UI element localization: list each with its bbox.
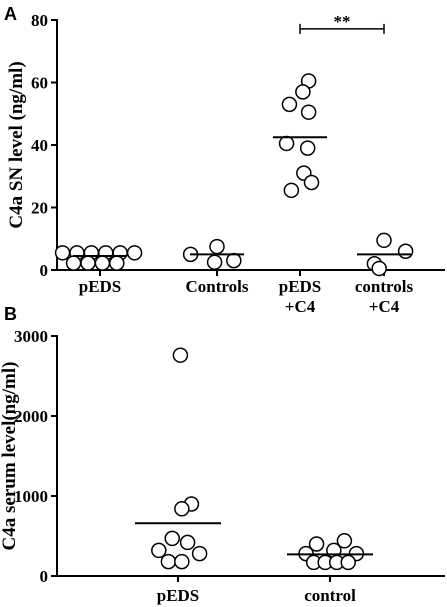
panel-a-data-point bbox=[226, 252, 242, 269]
panel-a-significance-bracket bbox=[299, 23, 385, 34]
panel-a-category-label: pEDS bbox=[79, 277, 122, 296]
panel-a-y-axis-label: C4a SN level (ng/ml) bbox=[6, 61, 27, 228]
panel-a-data-point bbox=[295, 84, 311, 100]
panel-b-chart: 0 1000 2000 3000 C4a serum level(ng/ml) pEDS c… bbox=[0, 327, 445, 605]
panel-a-data-point bbox=[376, 232, 392, 249]
panel-a-category-label: controls bbox=[355, 277, 414, 296]
panel-a-data-point bbox=[126, 245, 143, 261]
panel-b-data-point bbox=[174, 501, 190, 517]
panel-a-data-point bbox=[54, 245, 71, 261]
panel-a-y-tick-label: 40 bbox=[31, 136, 48, 155]
panel-a-data-point bbox=[397, 243, 414, 259]
panel-a-data-point bbox=[371, 260, 387, 277]
panel-a-y-tick-label: 0 bbox=[40, 261, 49, 280]
panel-a-category-label: pEDS bbox=[279, 277, 322, 296]
panel-a-data-point bbox=[299, 140, 316, 156]
panel-b-data-point bbox=[151, 542, 167, 559]
panel-a-y-tick-label: 20 bbox=[31, 199, 48, 218]
panel-b-data-point bbox=[336, 533, 353, 549]
panel-a-data-point bbox=[94, 255, 111, 271]
panel-a-category-label: Controls bbox=[186, 277, 249, 296]
panel-b-data-point bbox=[160, 553, 177, 570]
panel-a-data-point bbox=[300, 104, 317, 120]
panel-b-category-label: control bbox=[304, 586, 356, 605]
panel-b-category-label: pEDS bbox=[157, 586, 200, 605]
panel-a-chart: 0 20 40 60 80 C4a SN level (ng/ml) pEDS Control… bbox=[6, 11, 445, 316]
panel-a-data-point bbox=[283, 182, 300, 199]
panel-a-category-label: +C4 bbox=[285, 297, 316, 316]
panel-b-data-point bbox=[172, 347, 189, 363]
panel-b-data-point bbox=[179, 534, 196, 551]
panel-b-y-axis-label: C4a serum level(ng/ml) bbox=[0, 362, 20, 551]
panel-b-y-tick-label: 2000 bbox=[14, 407, 48, 426]
panel-b-letter: B bbox=[4, 304, 17, 324]
panel-b-y-tick-label: 1000 bbox=[14, 487, 48, 506]
panel-a-data-point bbox=[209, 238, 225, 255]
panel-b-y-tick-label: 3000 bbox=[14, 327, 48, 346]
panel-b-data-point bbox=[340, 554, 356, 571]
panel-a-category-label: +C4 bbox=[369, 297, 400, 316]
panel-a-y-tick-label: 60 bbox=[31, 74, 48, 93]
panel-a-data-point bbox=[206, 254, 223, 270]
panel-a-data-point bbox=[278, 135, 295, 152]
panel-a-data-point bbox=[281, 96, 298, 113]
panel-a-data-point bbox=[303, 174, 320, 191]
panel-a-data-point bbox=[80, 255, 96, 271]
panel-b-data-point bbox=[308, 536, 325, 552]
panel-a-significance-label: ** bbox=[334, 12, 351, 31]
panel-a-data-point bbox=[109, 255, 125, 271]
panel-b-data-point bbox=[191, 545, 208, 562]
panel-a-y-tick-label: 80 bbox=[31, 11, 48, 30]
panel-a-data-point bbox=[65, 255, 82, 271]
panel-a-letter: A bbox=[4, 4, 17, 24]
panel-b-y-tick-label: 0 bbox=[40, 567, 49, 586]
panel-b-data-point bbox=[174, 553, 190, 570]
panel-b-data-point bbox=[164, 530, 180, 547]
